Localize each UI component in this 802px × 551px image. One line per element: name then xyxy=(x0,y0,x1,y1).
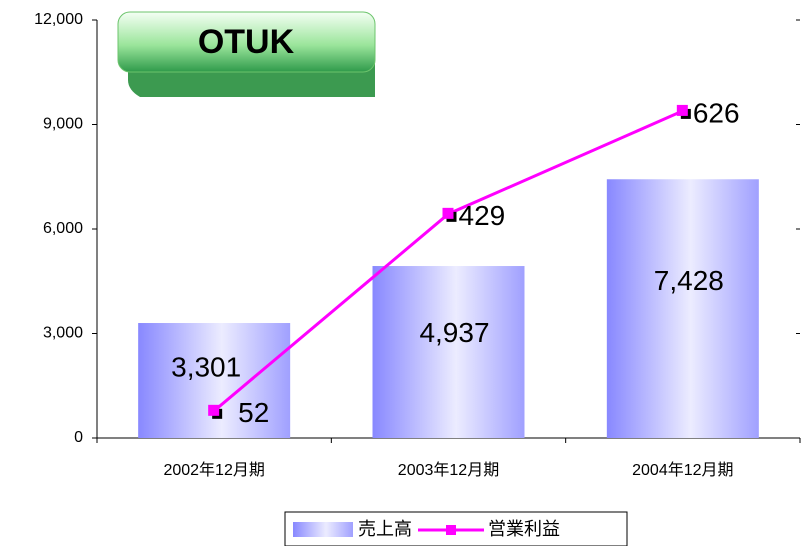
bar xyxy=(606,179,759,438)
y-tick-label: 12,000 xyxy=(34,11,83,28)
bar-value-label: 7,428 xyxy=(654,265,724,296)
title-badge xyxy=(117,11,376,73)
line-value-label: 626 xyxy=(693,97,740,128)
x-tick-label: 2004年12月期 xyxy=(632,461,733,479)
chart-title: OTUK xyxy=(198,23,295,61)
line-marker xyxy=(676,104,688,116)
legend-label: 営業利益 xyxy=(488,519,560,539)
legend-label: 売上高 xyxy=(358,519,412,539)
bar-value-label: 3,301 xyxy=(171,351,241,382)
legend-marker xyxy=(446,525,456,535)
x-tick-label: 2003年12月期 xyxy=(398,461,499,479)
y-tick-label: 0 xyxy=(74,429,83,446)
y-tick-label: 6,000 xyxy=(43,220,83,237)
line-value-label: 52 xyxy=(238,397,269,428)
bar xyxy=(138,323,291,438)
y-tick-label: 3,000 xyxy=(43,325,83,342)
x-tick-label: 2002年12月期 xyxy=(163,461,264,479)
bar-value-label: 4,937 xyxy=(419,317,489,348)
line-value-label: 429 xyxy=(459,200,506,231)
line-marker xyxy=(442,207,454,219)
y-tick-label: 9,000 xyxy=(43,116,83,133)
line-marker xyxy=(208,404,220,416)
bar xyxy=(372,266,525,438)
legend-swatch xyxy=(293,522,353,537)
